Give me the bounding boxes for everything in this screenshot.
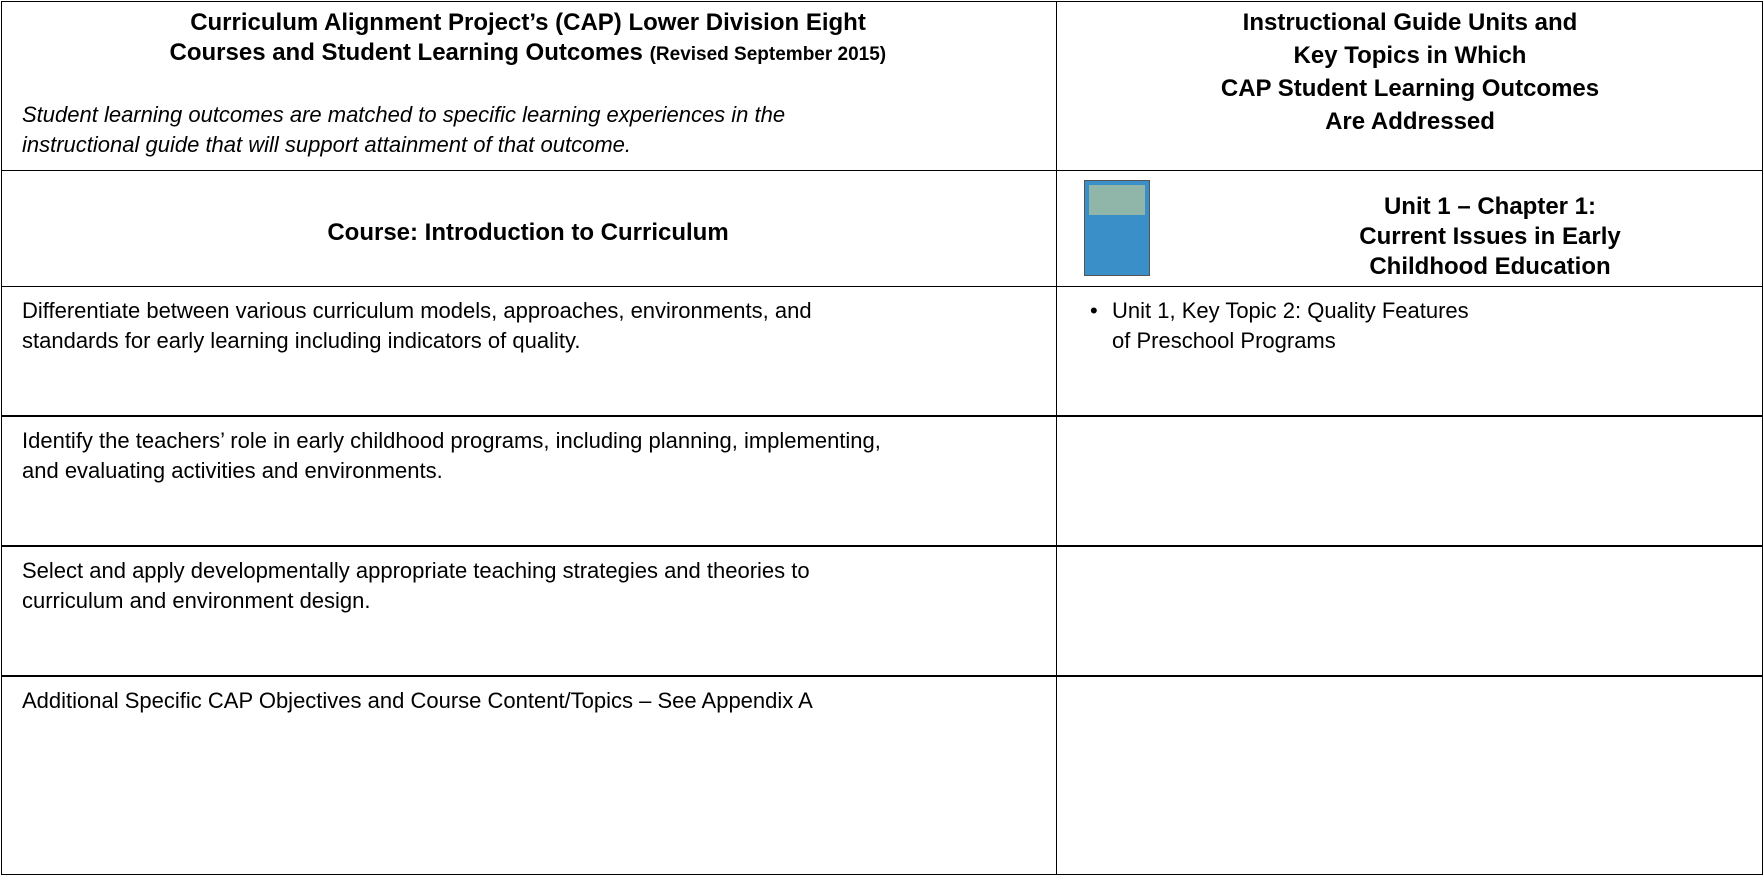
outcome-line: standards for early learning including i…: [22, 328, 581, 353]
cell: [1056, 416, 1763, 546]
topic-line: Unit 1, Key Topic 2: Quality Features: [1112, 298, 1469, 323]
cover-photo: [1089, 185, 1145, 215]
cell: [1056, 676, 1763, 875]
revised: (Revised September 2015): [649, 44, 887, 65]
cell: [1056, 546, 1763, 676]
cell: [1056, 286, 1763, 416]
outcome-line: and evaluating activities and environmen…: [22, 458, 443, 483]
outcome-line: Differentiate between various curriculum…: [22, 298, 812, 323]
book-cover: [1084, 180, 1150, 276]
unit-line: Childhood Education: [1369, 253, 1611, 280]
title-line: Curriculum Alignment Project’s (CAP) Low…: [190, 9, 866, 36]
note-line: Student learning outcomes are matched to…: [22, 102, 786, 127]
bullet: •: [1090, 298, 1098, 323]
right-header-line: CAP Student Learning Outcomes: [1220, 75, 1600, 102]
outcome-line: curriculum and environment design.: [22, 588, 371, 613]
right-header-line: Are Addressed: [1325, 108, 1495, 135]
course-title: Course: Introduction to Curriculum: [327, 219, 729, 246]
outcome-line: Select and apply developmentally appropr…: [22, 558, 810, 583]
note-line: instructional guide that will support at…: [22, 132, 632, 157]
right-header-line: Key Topics in Which: [1293, 42, 1527, 69]
right-header-line: Instructional Guide Units and: [1242, 9, 1578, 36]
outcome-line: Additional Specific CAP Objectives and C…: [22, 688, 813, 713]
unit-line: Unit 1 – Chapter 1:: [1383, 193, 1597, 220]
title-line: Courses and Student Learning Outcomes (R…: [170, 38, 887, 70]
outcome-line: Identify the teachers’ role in early chi…: [22, 428, 881, 453]
unit-line: Current Issues in Early: [1359, 223, 1621, 250]
title-line: Courses and Student Learning Outcomes: [169, 39, 643, 66]
topic-line: of Preschool Programs: [1112, 328, 1336, 353]
